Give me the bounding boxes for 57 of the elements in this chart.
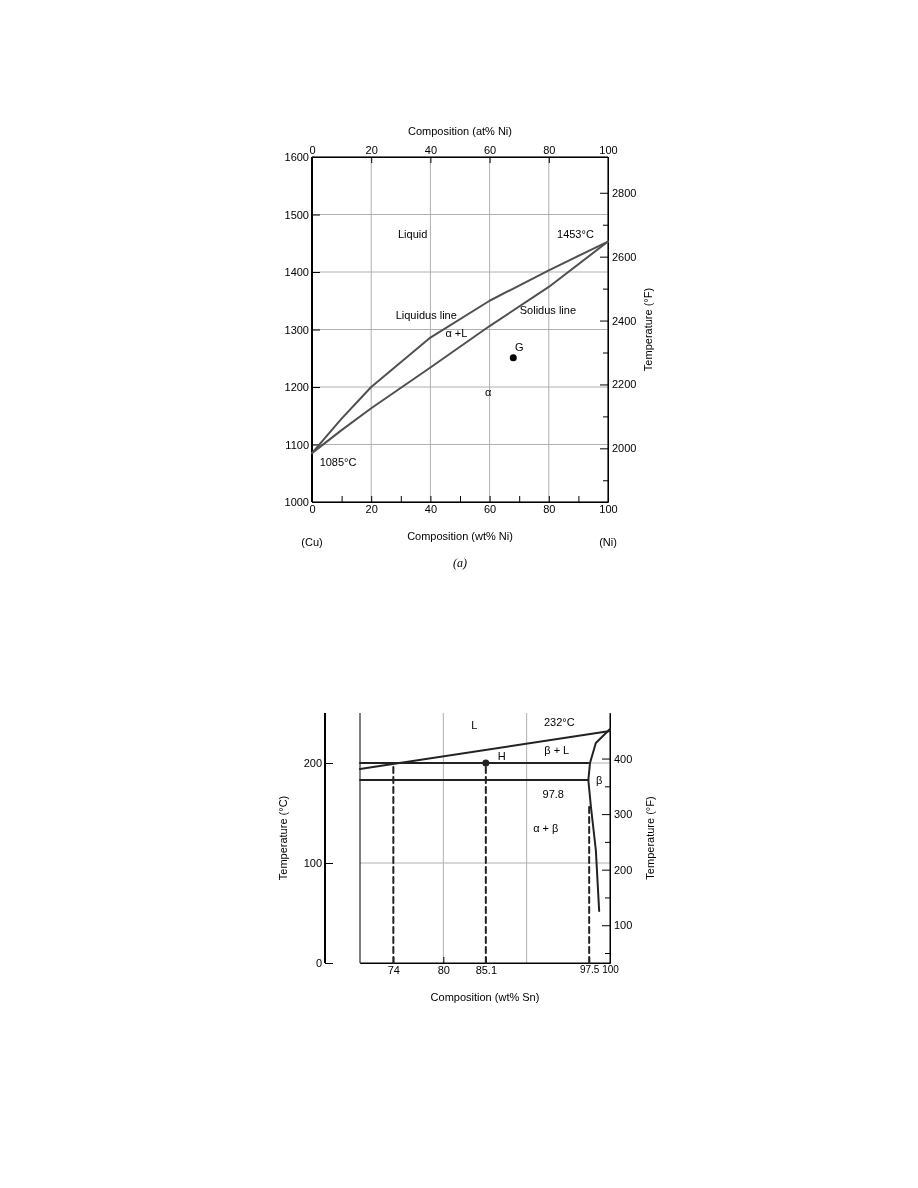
x-tick-label: 100 [602, 964, 620, 976]
x-tick-label: 40 [424, 502, 438, 515]
x-tick-label: 97.5 [579, 964, 600, 976]
y-tick-label: 1000 [284, 496, 309, 509]
annotation: 232°C [543, 715, 575, 728]
x-tick-label: 80 [437, 963, 450, 976]
y-tick-label: 1400 [284, 266, 309, 279]
x2-tick-label: 60 [483, 144, 497, 156]
annotation: α [484, 386, 492, 399]
text: (a) [453, 555, 467, 570]
annotation: 1085°C [319, 456, 357, 469]
annotation: β [596, 773, 603, 786]
annotation: Liquid [397, 227, 428, 240]
y2-axis-title: Temperature (°F) [642, 287, 654, 372]
y2-tick-label: 2400 [612, 314, 637, 327]
x-axis-title: Composition (wt% Ni) [407, 530, 513, 542]
x2-tick-label: 40 [424, 144, 438, 156]
x2-axis-title: Composition (at% Ni) [408, 125, 512, 137]
x-tick-label: 74 [387, 963, 400, 976]
y-tick-label: 100 [303, 857, 322, 870]
annotation: α +L [445, 326, 468, 339]
x-tick-label: 85.1 [475, 963, 498, 976]
y-tick-label: 1200 [284, 381, 309, 394]
y2-tick-label: 2600 [612, 250, 637, 263]
x-tick-label: 20 [365, 502, 378, 515]
y-axis-title: Temperature (°C) [277, 795, 289, 881]
y2-tick-label: 400 [614, 752, 633, 765]
y2-tick-label: 2000 [612, 442, 637, 455]
text: (Cu) [301, 535, 323, 548]
text: (Ni) [599, 535, 617, 548]
annotation: β + L [544, 743, 570, 756]
x-tick-label: 60 [483, 502, 497, 515]
y-tick-label: 1600 [284, 151, 309, 164]
x2-tick-label: 100 [599, 144, 618, 156]
annotation: G [514, 340, 524, 353]
x2-tick-label: 20 [365, 144, 378, 156]
x2-tick-label: 80 [543, 144, 556, 156]
y-tick-label: 1300 [284, 323, 309, 336]
x-tick-label: 100 [599, 502, 618, 515]
annotation: 1453°C [557, 227, 594, 240]
y2-tick-label: 300 [614, 808, 633, 821]
y2-tick-label: 2800 [612, 186, 637, 199]
y-tick-label: 1100 [285, 438, 309, 451]
x-tick-label: 80 [543, 502, 556, 515]
x-axis-title: Composition (wt% Sn) [430, 991, 540, 1003]
y2-axis-title: Temperature (°F) [644, 796, 656, 880]
y2-tick-label: 100 [614, 919, 633, 932]
annotation: Liquidus line [395, 308, 457, 321]
y-tick-label: 200 [303, 757, 322, 770]
annotation: Solidus line [519, 303, 577, 316]
annotation: 97.8 [542, 787, 564, 800]
annotation: L [471, 718, 478, 731]
y2-tick-label: 200 [614, 863, 633, 876]
y2-tick-label: 2200 [612, 378, 637, 391]
annotation: α + β [533, 821, 559, 834]
y-tick-label: 1500 [284, 208, 309, 221]
annotation: H [497, 749, 506, 762]
